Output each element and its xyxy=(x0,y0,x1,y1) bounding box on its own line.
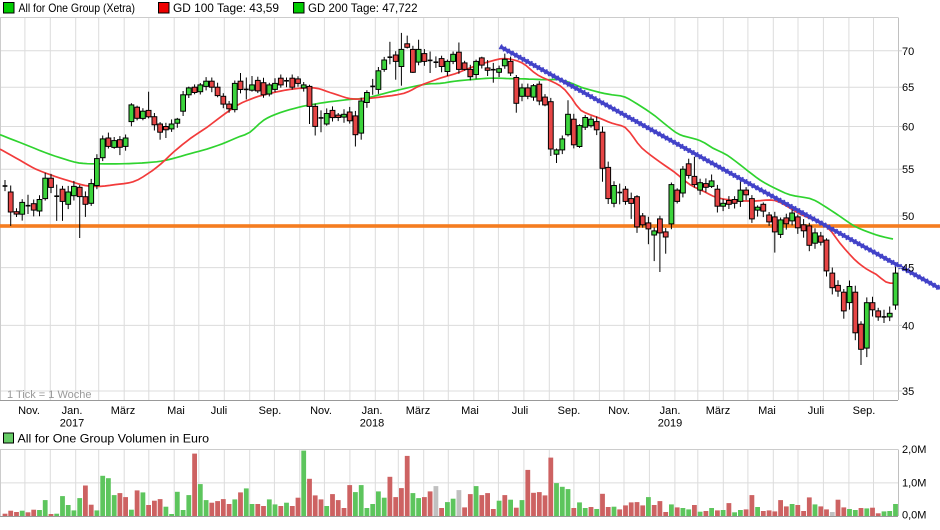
svg-text:55: 55 xyxy=(902,164,914,176)
svg-text:50: 50 xyxy=(902,211,914,223)
svg-text:2,0M: 2,0M xyxy=(902,444,926,456)
svg-text:1 Tick = 1 Woche: 1 Tick = 1 Woche xyxy=(7,389,91,401)
svg-text:All for One Group Volumen in E: All for One Group Volumen in Euro xyxy=(18,432,210,446)
svg-text:45: 45 xyxy=(902,263,914,275)
svg-text:März: März xyxy=(406,405,430,417)
svg-text:Nov.: Nov. xyxy=(310,405,332,417)
svg-text:1,0M: 1,0M xyxy=(902,478,926,490)
svg-text:Sep.: Sep. xyxy=(853,405,876,417)
svg-text:Mai: Mai xyxy=(167,405,185,417)
svg-text:All for One Group (Xetra): All for One Group (Xetra) xyxy=(19,1,136,15)
svg-text:Mai: Mai xyxy=(758,405,776,417)
svg-text:Jan.: Jan. xyxy=(62,405,83,417)
svg-text:60: 60 xyxy=(902,122,914,134)
svg-text:Juli: Juli xyxy=(211,405,228,417)
svg-text:GD 200 Tage: 47,722: GD 200 Tage: 47,722 xyxy=(308,1,418,15)
svg-text:Juli: Juli xyxy=(512,405,529,417)
svg-text:Mai: Mai xyxy=(461,405,479,417)
svg-text:März: März xyxy=(706,405,730,417)
svg-text:Sep.: Sep. xyxy=(558,405,581,417)
svg-text:2019: 2019 xyxy=(658,418,682,430)
svg-text:65: 65 xyxy=(902,82,914,94)
svg-text:Nov.: Nov. xyxy=(608,405,630,417)
svg-text:2018: 2018 xyxy=(360,418,384,430)
svg-text:2017: 2017 xyxy=(60,418,84,430)
svg-text:GD 100 Tage: 43,59: GD 100 Tage: 43,59 xyxy=(173,1,279,15)
svg-text:Nov.: Nov. xyxy=(18,405,40,417)
svg-text:März: März xyxy=(111,405,135,417)
svg-text:35: 35 xyxy=(902,386,914,398)
svg-text:40: 40 xyxy=(902,320,914,332)
svg-text:Juli: Juli xyxy=(808,405,825,417)
svg-text:Jan.: Jan. xyxy=(660,405,681,417)
svg-text:Jan.: Jan. xyxy=(362,405,383,417)
svg-text:Sep.: Sep. xyxy=(259,405,282,417)
svg-text:70: 70 xyxy=(902,46,914,58)
svg-text:0,0M: 0,0M xyxy=(902,510,926,522)
